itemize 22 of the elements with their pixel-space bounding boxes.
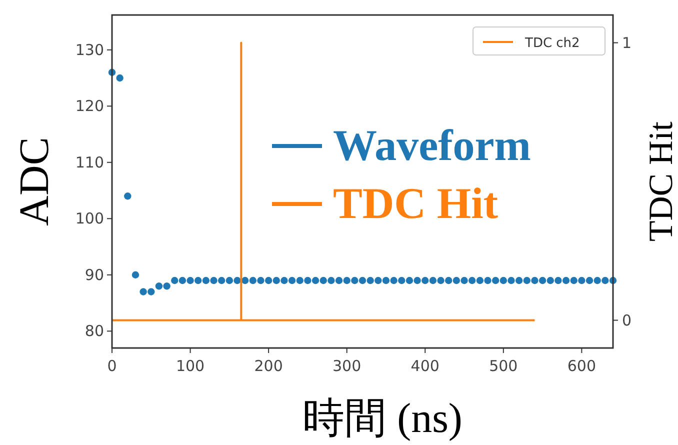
y-tick-label: 100 <box>75 210 104 228</box>
y-tick-label: 120 <box>75 97 104 116</box>
annotation: TDC Hit <box>333 179 498 228</box>
y-tick-label: 90 <box>84 266 104 284</box>
annotation: Waveform <box>333 121 531 170</box>
y-axis-title: ADC <box>12 137 58 226</box>
x-axis-title: 時間 (ns) <box>302 396 462 442</box>
y-tick-label: 80 <box>84 322 104 340</box>
x-tick-label: 200 <box>254 357 283 375</box>
x-tick-label: 500 <box>489 357 518 375</box>
x-tick-label: 300 <box>332 357 362 375</box>
y2-axis-title: TDC Hit <box>643 120 678 242</box>
x-tick-label: 0 <box>107 357 117 375</box>
legend: TDC ch2 <box>472 26 606 56</box>
x-tick-label: 400 <box>410 357 440 375</box>
y-tick-label: 130 <box>75 40 104 59</box>
y-tick-label: 110 <box>75 153 104 172</box>
y2-tick-label: 1 <box>622 34 632 52</box>
x-tick-label: 100 <box>176 357 205 375</box>
y2-tick-label: 0 <box>622 311 632 330</box>
legend-label: TDC ch2 <box>524 36 580 51</box>
x-tick-label: 600 <box>567 357 596 375</box>
